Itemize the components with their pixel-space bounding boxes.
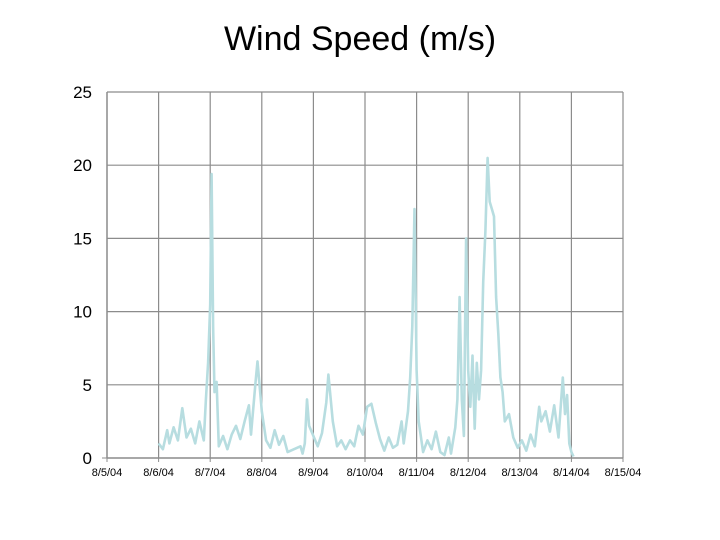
y-tick-label: 25 — [73, 83, 92, 102]
series-layer — [157, 156, 575, 458]
x-tick-label: 8/5/04 — [92, 467, 123, 479]
x-tick-label: 8/10/04 — [347, 467, 384, 479]
y-tick-label: 20 — [73, 156, 92, 175]
x-tick-label: 8/11/04 — [399, 467, 435, 479]
x-tick-label: 8/8/04 — [247, 467, 278, 479]
y-tick-label: 15 — [73, 229, 92, 248]
x-tick-labels: 8/5/04 8/6/04 8/7/04 8/8/04 8/9/04 8/10/04 8/1… — [92, 467, 642, 479]
axes — [102, 92, 624, 462]
grid — [107, 91, 624, 458]
chart-title: Wind Speed (m/s) — [223, 20, 497, 58]
y-tick-label: 10 — [73, 303, 92, 322]
y-tick-label: 0 — [83, 449, 92, 468]
x-tick-label: 8/13/04 — [501, 467, 538, 479]
y-tick-label: 5 — [83, 376, 92, 395]
series-line — [157, 156, 575, 458]
y-tick-labels: 0 5 10 15 20 25 — [73, 83, 92, 468]
x-tick-label: 8/12/04 — [450, 467, 487, 479]
x-tick-label: 8/7/04 — [195, 467, 226, 479]
x-tick-label: 8/9/04 — [298, 467, 329, 479]
x-tick-label: 8/6/04 — [143, 467, 174, 479]
x-tick-label: 8/14/04 — [553, 467, 590, 479]
x-tick-label: 8/15/04 — [605, 467, 642, 479]
